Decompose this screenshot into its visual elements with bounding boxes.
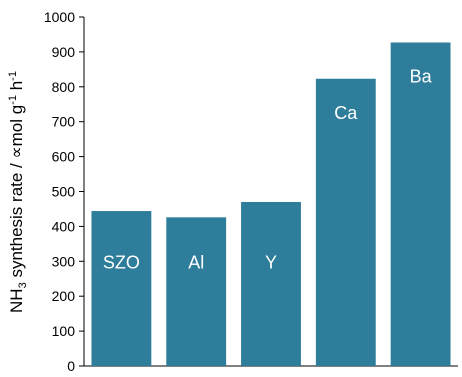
- bar-label-ba: Ba: [410, 66, 433, 86]
- y-axis-title: NH3 synthesis rate / ∝mol g-1 h-1: [7, 71, 29, 313]
- y-tick-label: 500: [52, 184, 76, 200]
- y-axis-title-text: NH3 synthesis rate / ∝mol g-1 h-1: [7, 71, 29, 313]
- y-axis-title-mid2: h: [7, 81, 26, 95]
- y-axis-title-sup1: -1: [7, 95, 19, 105]
- bar-ca: [315, 78, 376, 367]
- bar-ba: [390, 42, 451, 366]
- y-axis-title-sub: 3: [17, 282, 29, 288]
- bar-label-szo: SZO: [103, 252, 140, 272]
- y-axis-title-sup2: -1: [7, 71, 19, 81]
- y-tick-label: 800: [52, 79, 76, 95]
- y-axis-title-mid: synthesis rate / ∝mol g: [7, 105, 26, 283]
- y-tick-label: 400: [52, 218, 76, 234]
- y-tick-label: 200: [52, 288, 76, 304]
- y-tick-label: 600: [52, 149, 76, 165]
- bar-szo: [91, 211, 152, 366]
- y-tick-label: 700: [52, 114, 76, 130]
- bars: SZO Al Y Ca Ba: [91, 42, 451, 367]
- bar-label-al: Al: [188, 252, 204, 272]
- bar-label-y: Y: [265, 252, 277, 272]
- y-tick-label: 900: [52, 44, 76, 60]
- y-axis: 0 100 200 300 400 500 600 700 800 900 1000: [44, 9, 458, 374]
- bar-label-ca: Ca: [334, 103, 358, 123]
- bar-y: [241, 201, 301, 366]
- y-tick-label: 300: [52, 253, 76, 269]
- y-tick-label: 100: [52, 323, 76, 339]
- y-tick-label: 1000: [44, 9, 75, 25]
- bar-al: [166, 217, 227, 366]
- y-tick-label: 0: [67, 358, 75, 372]
- y-axis-title-prefix: NH: [7, 288, 26, 313]
